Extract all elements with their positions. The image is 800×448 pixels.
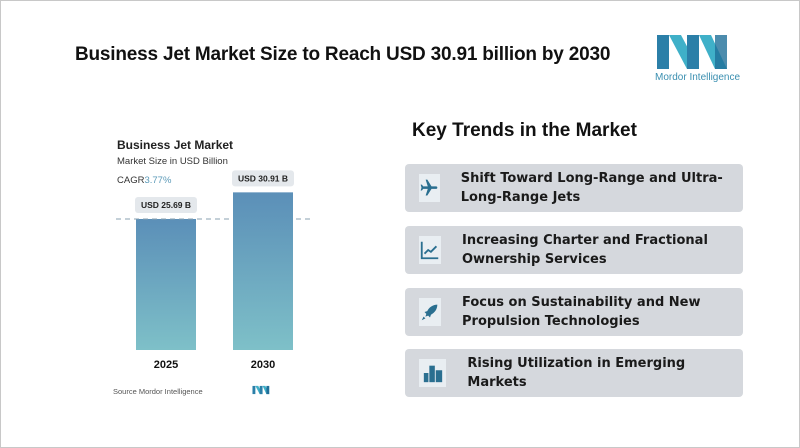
cagr-text: CAGR — [117, 175, 145, 186]
chart-source: Source Mordor Intelligence — [113, 387, 203, 396]
mordor-logo — [657, 35, 727, 69]
cagr-label: CAGR3.77% — [117, 175, 171, 186]
data-label-box — [232, 170, 294, 187]
data-label: USD 30.91 B — [238, 173, 288, 183]
trend-card: Increasing Charter and Fractional Owners… — [405, 226, 743, 274]
trend-card: Focus on Sustainability and New Propulsi… — [405, 288, 743, 336]
cagr-value: 3.77% — [144, 175, 172, 186]
trend-card: Shift Toward Long-Range and Ultra-Long-R… — [405, 164, 743, 212]
chart-subtitle: Market Size in USD Billion — [117, 156, 228, 167]
x-tick-label: 2025 — [154, 359, 178, 371]
trends-title: Key Trends in the Market — [412, 120, 637, 141]
growth-chart-icon — [419, 236, 441, 264]
trend-card: Rising Utilization in Emerging Markets — [405, 349, 743, 397]
airplane-icon — [419, 174, 440, 202]
page-title: Business Jet Market Size to Reach USD 30… — [75, 44, 611, 65]
bar — [136, 218, 196, 350]
trend-label: Rising Utilization in Emerging Markets — [467, 356, 686, 390]
logo-text: Mordor Intelligence — [655, 72, 741, 83]
chart-title: Business Jet Market — [117, 138, 234, 152]
bar — [233, 192, 293, 350]
rocket-icon — [419, 298, 441, 326]
data-label: USD 25.69 B — [141, 200, 191, 210]
source-logo-icon — [252, 385, 270, 395]
trend-label: Focus on Sustainability and New Propulsi… — [462, 295, 701, 329]
trend-label: Increasing Charter and Fractional Owners… — [462, 233, 708, 267]
x-tick-label: 2030 — [251, 359, 275, 371]
trend-label: Shift Toward Long-Range and Ultra-Long-R… — [460, 171, 723, 205]
city-buildings-icon — [419, 359, 447, 387]
data-label-box — [135, 196, 197, 213]
